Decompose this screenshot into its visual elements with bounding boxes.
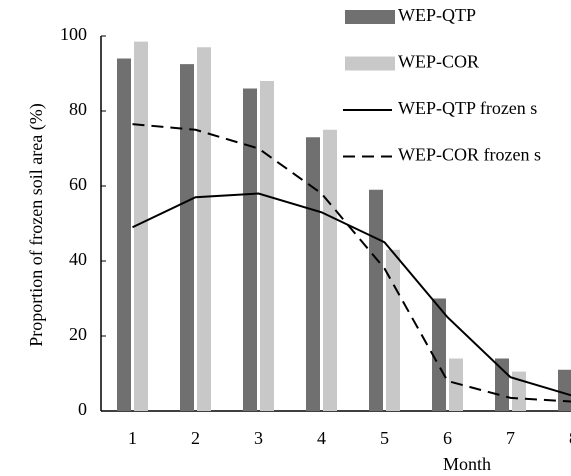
bar: [449, 358, 463, 411]
legend-swatch: [345, 10, 395, 24]
y-tick-label: 20: [69, 324, 87, 344]
y-tick-label: 40: [69, 249, 87, 269]
y-tick-label: 60: [69, 174, 87, 194]
bar: [117, 58, 131, 411]
legend-swatch: [345, 56, 395, 71]
y-tick-label: 100: [60, 24, 87, 44]
x-tick-label: 8: [569, 428, 571, 448]
bar: [432, 298, 446, 411]
y-axis-label: Proportion of frozen soil area (%): [26, 103, 47, 346]
y-tick-label: 0: [78, 399, 87, 419]
x-tick-label: 6: [443, 428, 452, 448]
x-tick-label: 7: [506, 428, 515, 448]
x-axis-label: Month: [443, 454, 491, 474]
y-tick-label: 80: [69, 99, 87, 119]
x-tick-label: 2: [191, 428, 200, 448]
legend-label: WEP-QTP: [398, 5, 476, 25]
x-tick-label: 3: [254, 428, 263, 448]
x-tick-label: 1: [128, 428, 137, 448]
bar: [260, 81, 274, 411]
bar: [369, 189, 383, 411]
legend-label: WEP-COR frozen s: [398, 145, 541, 165]
bar: [558, 369, 571, 411]
bar: [197, 47, 211, 411]
legend-label: WEP-QTP frozen s: [398, 98, 537, 118]
x-tick-label: 4: [317, 428, 326, 448]
line: [132, 192, 571, 397]
legend-label: WEP-COR: [398, 52, 479, 72]
bar: [323, 129, 337, 411]
bar: [495, 358, 509, 411]
x-tick-label: 5: [380, 428, 389, 448]
bar: [134, 41, 148, 411]
line: [132, 123, 571, 403]
bar: [243, 88, 257, 411]
bar: [306, 137, 320, 411]
bar: [180, 64, 194, 411]
